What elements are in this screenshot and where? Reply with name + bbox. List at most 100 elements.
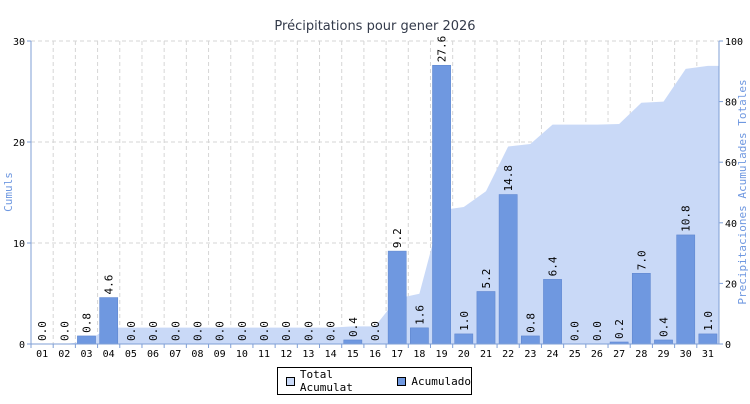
x-tick-label: 09: [214, 349, 226, 360]
bar-value-label: 1.0: [458, 311, 471, 331]
x-tick-label: 04: [103, 349, 115, 360]
bar-acumulado: [631, 273, 651, 345]
y-axis-right-label: Precipitaciones Acumulades Totales: [736, 79, 749, 304]
bar-value-label: 0.4: [347, 317, 360, 337]
x-tick-label: 19: [436, 349, 448, 360]
x-tick-label: 21: [480, 349, 492, 360]
x-tick-label: 31: [702, 349, 714, 360]
y-right-tick-label: 40: [725, 219, 737, 230]
bar-value-label: 0.0: [302, 321, 315, 341]
bar-acumulado: [543, 279, 562, 345]
bar-value-label: 1.0: [702, 311, 715, 331]
y-left-tick-label: 30: [13, 37, 25, 48]
y-right-tick-label: 100: [725, 37, 743, 48]
legend-label-acumulado: Acumulado: [411, 374, 471, 388]
bar-value-label: 0.0: [169, 321, 182, 341]
bar-value-label: 5.2: [480, 269, 493, 289]
y-left-tick-label: 10: [13, 239, 25, 250]
bar-value-label: 0.0: [369, 321, 382, 341]
x-tick-label: 30: [680, 349, 692, 360]
legend: Total Acumulat Acumulado: [277, 367, 472, 395]
bar-acumulado: [343, 339, 363, 345]
x-tick-label: 25: [569, 349, 581, 360]
bar-value-label: 0.0: [36, 321, 49, 341]
bar-value-label: 0.0: [258, 321, 271, 341]
bar-value-label: 0.0: [125, 321, 138, 341]
y-right-tick-label: 80: [725, 98, 737, 109]
legend-swatch-acumulado: [397, 376, 407, 386]
bar-acumulado: [410, 327, 429, 345]
x-tick-label: 20: [458, 349, 470, 360]
bar-value-label: 14.8: [502, 165, 515, 192]
x-tick-label: 01: [36, 349, 48, 360]
bar-value-label: 9.2: [391, 228, 404, 248]
bar-acumulado: [521, 335, 540, 345]
x-tick-label: 12: [280, 349, 292, 360]
legend-item-total: Total Acumulat: [286, 368, 391, 394]
x-tick-label: 24: [547, 349, 559, 360]
bar-value-label: 0.0: [591, 321, 604, 341]
bar-value-label: 0.2: [613, 319, 626, 339]
chart-title: Précipitations pour gener 2026: [274, 19, 475, 34]
bar-value-label: 0.8: [524, 313, 537, 333]
bar-acumulado: [676, 234, 696, 345]
bar-value-label: 0.0: [280, 321, 293, 341]
x-tick-label: 11: [258, 349, 270, 360]
bar-acumulado: [476, 291, 496, 345]
bar-value-label: 0.0: [214, 321, 227, 341]
x-tick-label: 18: [413, 349, 425, 360]
bar-acumulado: [698, 333, 718, 345]
bar-acumulado: [387, 250, 407, 345]
bar-acumulado: [432, 64, 451, 345]
legend-label-total: Total Acumulat: [299, 368, 353, 394]
x-tick-label: 27: [613, 349, 625, 360]
y-left-tick-label: 20: [13, 138, 25, 149]
bar-acumulado: [99, 297, 119, 345]
y-right-tick-label: 60: [725, 158, 737, 169]
x-tick-label: 14: [325, 349, 337, 360]
bar-value-label: 0.0: [325, 321, 338, 341]
area-total-acumulat: [31, 65, 719, 344]
x-tick-label: 17: [391, 349, 403, 360]
bar-acumulado: [654, 339, 673, 345]
x-tick-label: 13: [302, 349, 314, 360]
bar-value-label: 0.0: [191, 321, 204, 341]
x-tick-label: 26: [591, 349, 603, 360]
x-tick-label: 03: [80, 349, 92, 360]
x-tick-label: 16: [369, 349, 381, 360]
bar-value-label: 0.0: [236, 321, 249, 341]
y-right-tick-label: 20: [725, 279, 737, 290]
bar-value-label: 7.0: [635, 250, 648, 270]
bar-value-label: 0.4: [658, 317, 671, 337]
bar-value-label: 0.8: [80, 313, 93, 333]
bar-value-label: 0.0: [147, 321, 160, 341]
legend-swatch-total: [286, 376, 295, 386]
bar-value-label: 1.6: [413, 305, 426, 325]
x-tick-label: 08: [191, 349, 203, 360]
x-tick-label: 10: [236, 349, 248, 360]
y-axis-left-label: Cumuls: [2, 172, 15, 212]
x-tick-label: 23: [524, 349, 536, 360]
bar-acumulado: [498, 194, 518, 345]
x-tick-label: 29: [657, 349, 669, 360]
bar-value-label: 4.6: [103, 275, 116, 295]
bar-value-label: 0.0: [58, 321, 71, 341]
x-tick-label: 22: [502, 349, 514, 360]
bar-acumulado: [77, 335, 96, 345]
bar-value-label: 27.6: [436, 36, 449, 63]
bar-acumulado: [454, 333, 474, 345]
x-tick-label: 05: [125, 349, 137, 360]
bar-value-label: 10.8: [680, 205, 693, 232]
legend-item-acumulado: Acumulado: [397, 375, 471, 388]
x-tick-label: 07: [169, 349, 181, 360]
y-right-tick-label: 0: [725, 340, 731, 351]
x-tick-label: 06: [147, 349, 159, 360]
y-left-tick-label: 0: [19, 340, 25, 351]
bar-value-label: 0.0: [569, 321, 582, 341]
x-tick-label: 15: [347, 349, 359, 360]
x-tick-label: 02: [58, 349, 70, 360]
bar-value-label: 6.4: [547, 256, 560, 276]
x-tick-label: 28: [635, 349, 647, 360]
